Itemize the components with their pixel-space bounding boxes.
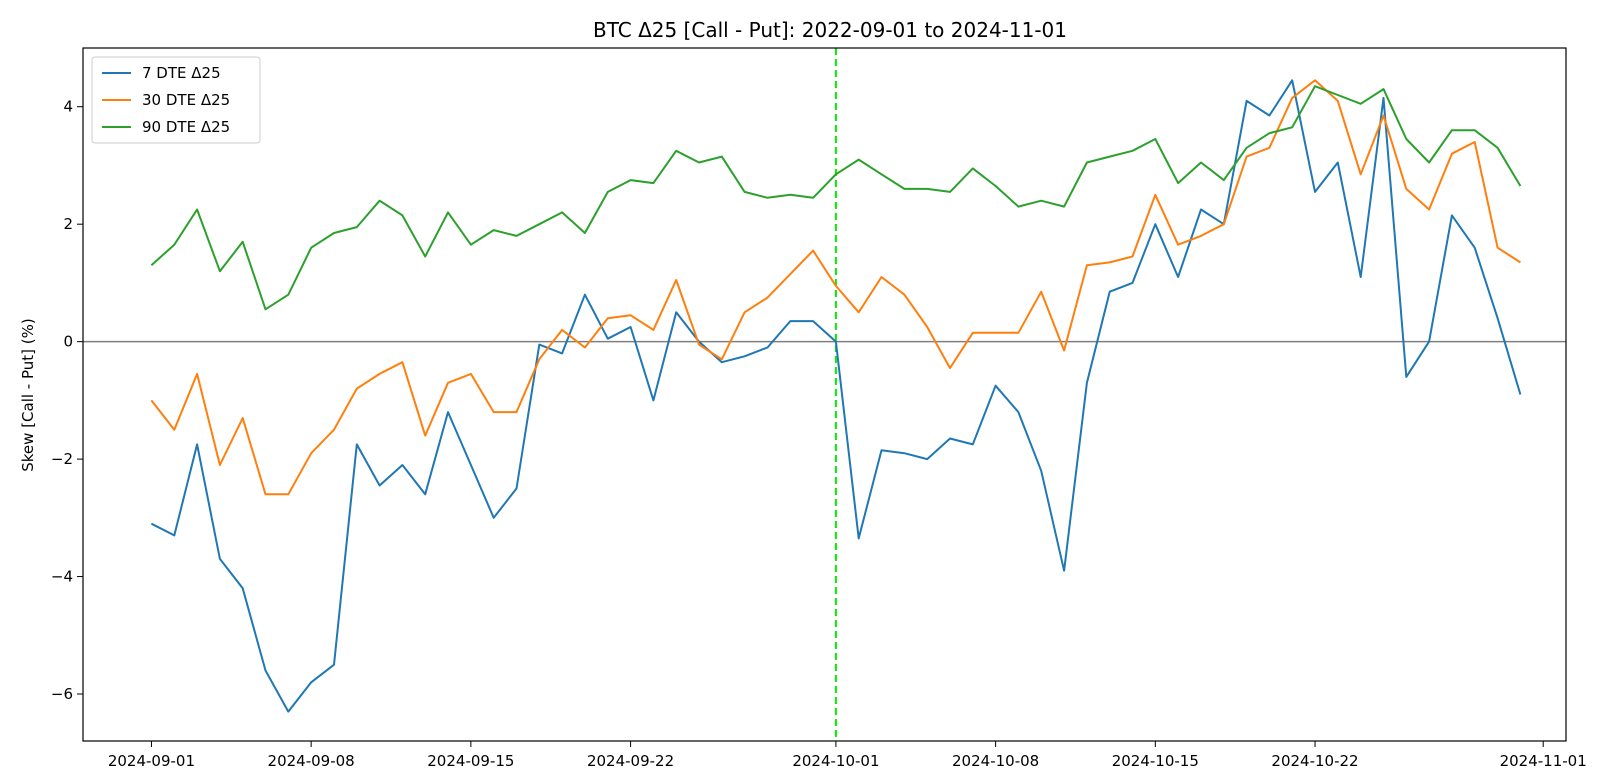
y-tick-label: 0 [63, 333, 73, 351]
y-tick-label: 2 [63, 215, 73, 233]
y-axis: −6 −4 −2 0 2 4 [51, 98, 83, 703]
x-tick-label: 2024-11-01 [1500, 752, 1587, 770]
plot-area [83, 48, 1566, 741]
y-tick-label: −6 [51, 685, 73, 703]
y-tick-label: 4 [63, 98, 73, 116]
y-axis-label: Skew [Call - Put] (%) [19, 318, 37, 472]
legend-label-30dte: 30 DTE Δ25 [142, 91, 230, 109]
y-tick-label: −2 [51, 450, 73, 468]
series-line-2 [150, 85, 1522, 311]
y-tick-label: −4 [51, 568, 73, 586]
chart-title: BTC Δ25 [Call - Put]: 2022-09-01 to 2024… [593, 18, 1067, 42]
x-tick-label: 2024-10-22 [1271, 752, 1358, 770]
legend: 7 DTE Δ25 30 DTE Δ25 90 DTE Δ25 [91, 56, 261, 144]
x-tick-label: 2024-10-15 [1112, 752, 1199, 770]
x-tick-label: 2024-09-08 [268, 752, 355, 770]
x-tick-label: 2024-10-01 [792, 752, 879, 770]
series-line-0 [150, 79, 1522, 713]
series-line-1 [150, 79, 1521, 496]
x-tick-label: 2024-09-15 [427, 752, 514, 770]
plot-frame [82, 47, 1567, 742]
legend-label-7dte: 7 DTE Δ25 [142, 64, 221, 82]
legend-box [91, 56, 261, 144]
x-tick-label: 2024-09-22 [587, 752, 674, 770]
x-axis: 2024-09-01 2024-09-08 2024-09-15 2024-09-22… [108, 741, 1587, 770]
x-tick-label: 2024-10-08 [952, 752, 1039, 770]
x-tick-label: 2024-09-01 [108, 752, 195, 770]
legend-label-90dte: 90 DTE Δ25 [142, 118, 230, 136]
